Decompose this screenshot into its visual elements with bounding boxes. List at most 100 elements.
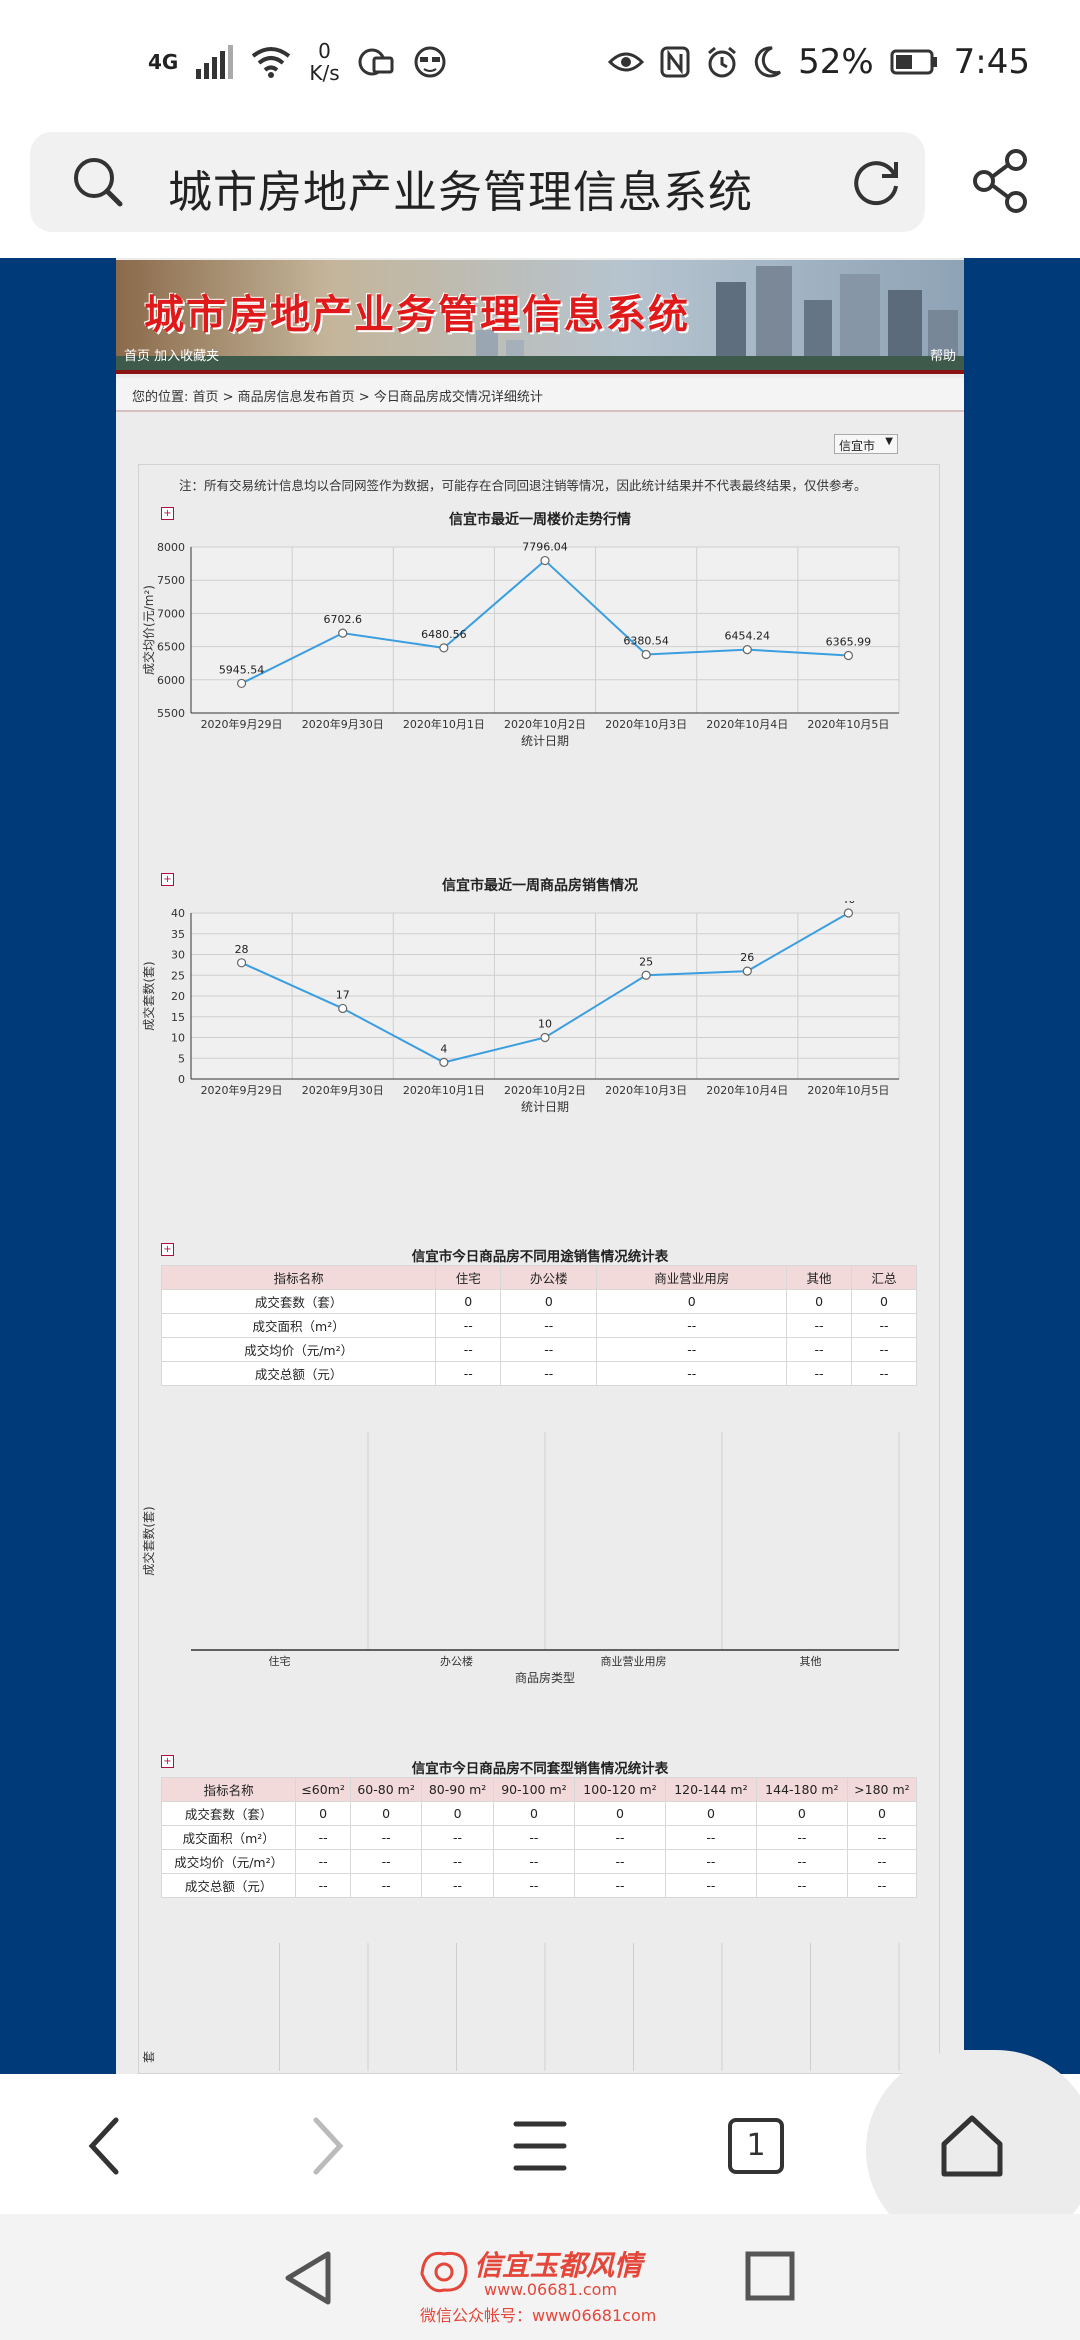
battery-icon [890, 49, 937, 75]
x-tick-label: 2020年10月3日 [605, 1083, 687, 1097]
status-bar: 4G 0 K/s 52% 7:45 [0, 0, 1080, 130]
column-header: 指标名称 [160, 1777, 297, 1802]
x-tick-label: 2020年10月2日 [504, 1083, 586, 1097]
table-cell: -- [596, 1361, 788, 1386]
y-tick-label: 40 [171, 907, 185, 920]
table-cell: -- [755, 1849, 848, 1874]
column-header: 办公楼 [500, 1265, 598, 1290]
y-tick-label: 35 [171, 928, 185, 941]
data-label: 26 [740, 951, 754, 964]
x-tick-label: 2020年10月4日 [706, 717, 788, 731]
data-point [338, 628, 348, 638]
table-cell: 成交面积（m²） [160, 1313, 437, 1338]
table-cell: -- [500, 1361, 598, 1386]
page-title[interactable]: 城市房地产业务管理信息系统 [168, 167, 753, 218]
table-cell: 成交均价（元/m²） [160, 1849, 297, 1874]
x-tick-label: 商业营业用房 [601, 1654, 667, 1668]
y-tick-label: 6500 [157, 641, 185, 654]
data-point [439, 643, 449, 653]
x-tick-label: 2020年9月29日 [201, 1083, 283, 1097]
address-bar[interactable]: 城市房地产业务管理信息系统 [30, 132, 925, 232]
column-header: 90-100 m² [492, 1777, 576, 1802]
table-cell: -- [421, 1825, 494, 1850]
collapse-icon[interactable]: + [161, 873, 174, 886]
x-tick-label: 2020年10月5日 [807, 717, 889, 731]
column-header: 其他 [786, 1265, 853, 1290]
watermark-logo-icon [420, 2251, 468, 2293]
table-cell: -- [755, 1873, 848, 1898]
usage-table: 指标名称 住宅 办公楼 商业营业用房 其他 汇总 成交套数（套） 0 0 0 0 0 成交面积（m²） -… [160, 1265, 917, 1386]
table-header-row: 指标名称 ≤60m² 60-80 m² 80-90 m² 90-100 m² 100-12… [160, 1777, 918, 1802]
table-row: 成交总额（元） -- -- -- -- -- -- -- -- [160, 1873, 918, 1898]
table-cell: -- [851, 1313, 917, 1338]
table-row: 成交套数（套） 0 0 0 0 0 [160, 1289, 917, 1314]
collapse-icon[interactable]: + [161, 1755, 174, 1768]
search-icon[interactable] [70, 154, 124, 208]
column-header: 商业营业用房 [596, 1265, 788, 1290]
site-banner: 城市房地产业务管理信息系统 首页 加入收藏夹 帮助 [116, 260, 964, 374]
data-label: 5945.54 [219, 663, 264, 676]
table-cell: 0 [574, 1801, 666, 1826]
y-tick-label: 5500 [157, 707, 185, 720]
x-axis-title: 统计日期 [521, 1100, 569, 1114]
table-cell: -- [500, 1313, 598, 1338]
face-icon [414, 46, 446, 78]
table-cell: 0 [851, 1289, 917, 1314]
clock: 7:45 [953, 42, 1030, 82]
table-cell: -- [851, 1361, 917, 1386]
nav-back-icon[interactable] [280, 2248, 336, 2308]
data-point [439, 1057, 449, 1067]
forward-icon[interactable] [284, 2106, 364, 2186]
reload-icon[interactable] [848, 154, 904, 210]
table-cell: -- [295, 1873, 351, 1898]
city-select[interactable]: 信宜市 ▼ [834, 434, 898, 454]
data-label: 6480.56 [421, 628, 467, 641]
column-header: 指标名称 [160, 1265, 437, 1290]
watermark: 信宜玉都风情 www.06681.com 微信公众帐号：www06681com [414, 2244, 674, 2325]
data-point [742, 966, 752, 976]
y-axis-title: 成交套数(套) [141, 961, 156, 1030]
nav-recents-icon[interactable] [744, 2250, 796, 2302]
plot-area [190, 546, 900, 714]
collapse-icon[interactable]: + [161, 507, 174, 520]
battery-percent: 52% [798, 42, 874, 82]
share-icon[interactable] [970, 148, 1030, 214]
x-axis-title: 统计日期 [521, 734, 569, 748]
y-axis-title: 套 [142, 2051, 156, 2063]
watermark-wechat: 微信公众帐号：www06681com [420, 2306, 657, 2325]
table-cell: -- [574, 1849, 666, 1874]
message-icon [358, 48, 394, 76]
x-tick-label: 2020年9月30日 [302, 717, 384, 731]
table-cell: -- [574, 1873, 666, 1898]
y-axis-title: 成交套数(套) [141, 1506, 156, 1575]
data-label: 40 [841, 901, 855, 906]
table-row: 成交均价（元/m²） -- -- -- -- -- [160, 1337, 917, 1362]
data-point [338, 1003, 348, 1014]
home-icon[interactable] [932, 2106, 1012, 2186]
table-cell: -- [846, 1873, 918, 1898]
size-table: 指标名称 ≤60m² 60-80 m² 80-90 m² 90-100 m² 100-12… [160, 1777, 918, 1898]
y-tick-label: 8000 [157, 541, 185, 554]
x-tick-label: 其他 [800, 1655, 822, 1668]
help-link[interactable]: 帮助 [929, 349, 956, 364]
table-row: 成交套数（套） 0 0 0 0 0 0 0 0 [160, 1801, 918, 1826]
table-cell: 0 [596, 1289, 788, 1314]
table-cell: -- [421, 1873, 494, 1898]
x-tick-label: 2020年9月29日 [201, 717, 283, 731]
data-point [742, 645, 752, 655]
moon-icon [754, 46, 782, 78]
table-cell: -- [492, 1873, 576, 1898]
back-icon[interactable] [68, 2106, 148, 2186]
breadcrumb[interactable]: 您的位置: 首页 > 商品房信息发布首页 > 今日商品房成交情况详细统计 [116, 378, 964, 412]
table-cell: -- [574, 1825, 666, 1850]
table-cell: 成交套数（套） [160, 1801, 297, 1826]
table-cell: -- [492, 1825, 576, 1850]
table-cell: -- [349, 1873, 423, 1898]
column-header: 120-144 m² [664, 1777, 757, 1802]
collapse-icon[interactable]: + [161, 1243, 174, 1256]
table-row: 成交均价（元/m²） -- -- -- -- -- -- -- -- [160, 1849, 918, 1874]
banner-links[interactable]: 首页 加入收藏夹 [124, 349, 220, 364]
menu-icon[interactable] [500, 2106, 580, 2186]
table-cell: 成交均价（元/m²） [160, 1337, 437, 1362]
data-point [236, 678, 247, 689]
